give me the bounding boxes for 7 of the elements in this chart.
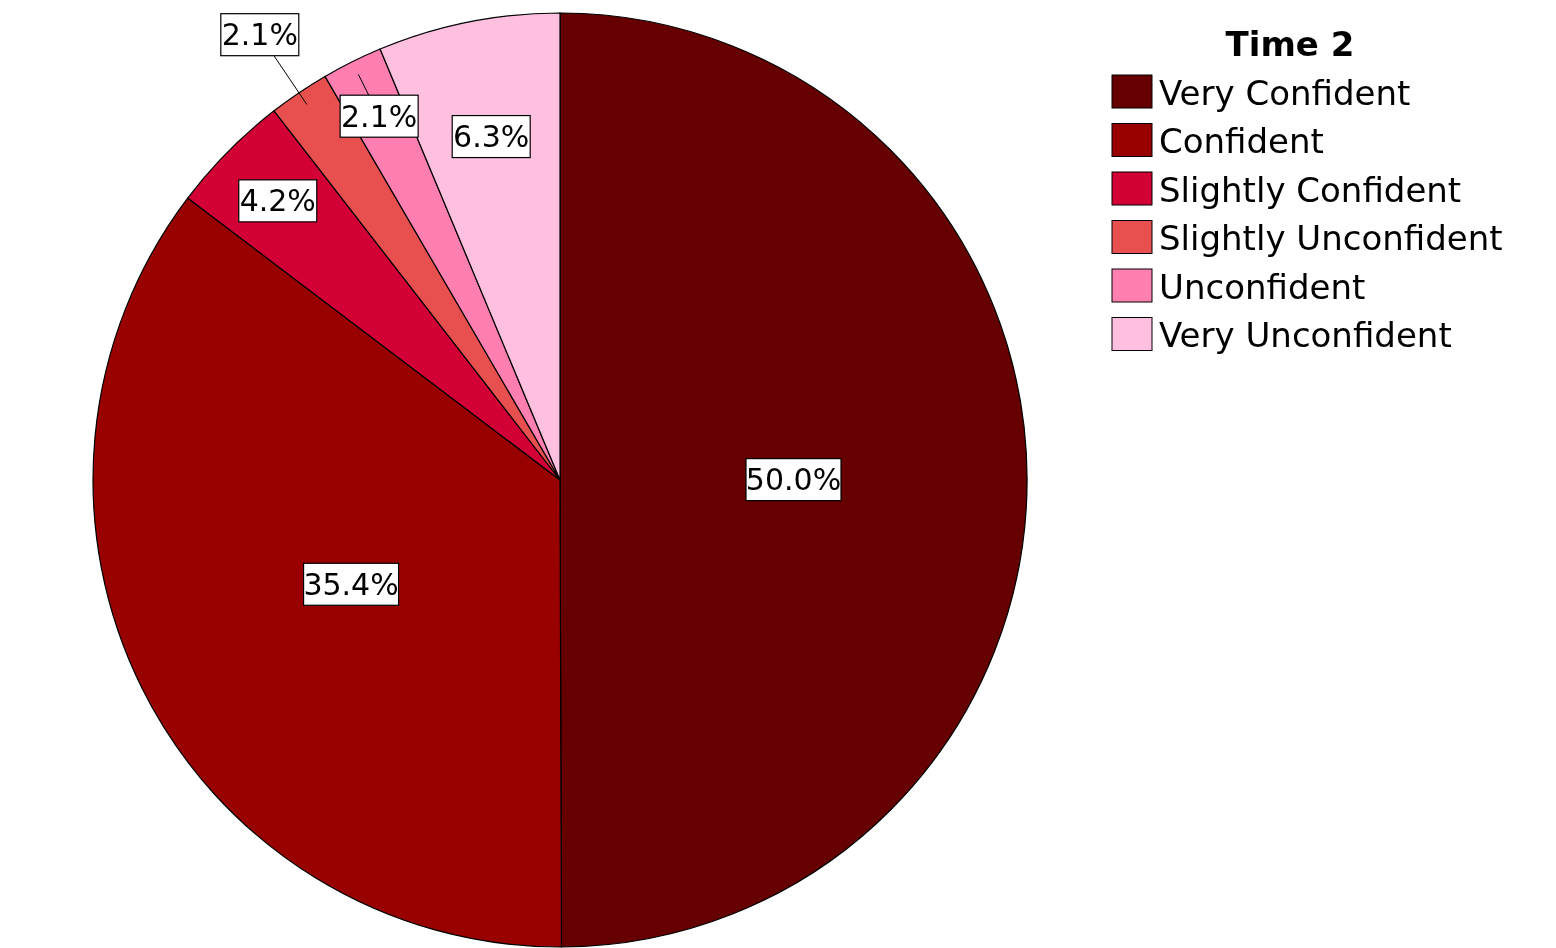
legend-label: Very Unconfident: [1159, 315, 1452, 356]
legend-label: Unconfident: [1159, 266, 1366, 307]
legend-label: Very Confident: [1159, 72, 1411, 113]
legend-title: Time 2: [1225, 23, 1355, 64]
legend-label: Confident: [1159, 121, 1324, 162]
legend-label: Slightly Confident: [1159, 169, 1462, 210]
legend-label: Slightly Unconfident: [1159, 218, 1503, 259]
